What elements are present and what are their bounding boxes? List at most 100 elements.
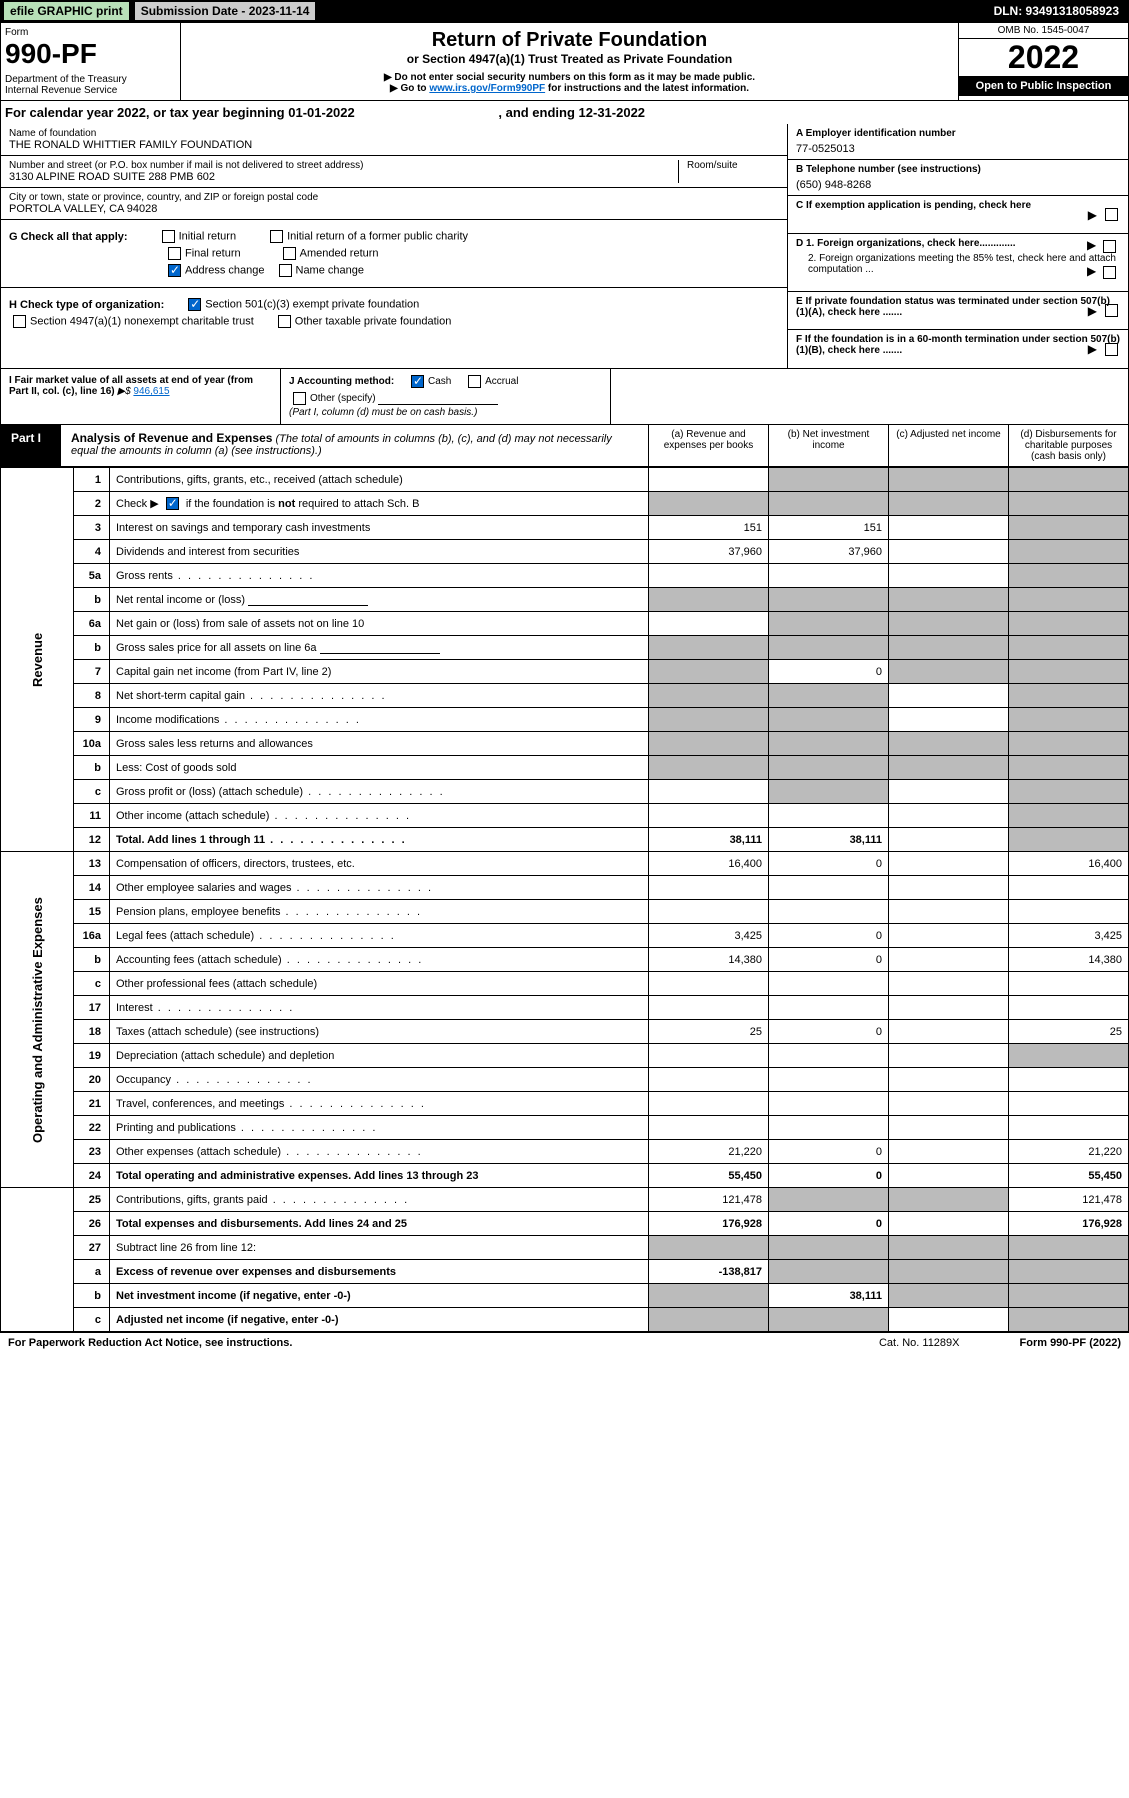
paperwork-notice: For Paperwork Reduction Act Notice, see … [8,1337,292,1349]
status-terminated-checkbox[interactable] [1105,304,1118,317]
line-num: a [74,1260,110,1284]
schedule-b-checkbox[interactable] [166,497,179,510]
line-val-a: 151 [649,516,769,540]
line-desc: Gross sales price for all assets on line… [116,642,317,654]
line-desc: Net gain or (loss) from sale of assets n… [110,612,649,636]
501c3-checkbox[interactable] [188,298,201,311]
foreign-85-checkbox[interactable] [1103,266,1116,279]
line-val-d: 121,478 [1009,1188,1129,1212]
line-num: b [74,588,110,612]
arrow-icon: ▶ [1088,342,1097,356]
line-num: 7 [74,660,110,684]
calyear-mid: , and ending [498,105,578,120]
fmv-value-link[interactable]: 946,615 [133,386,169,397]
arrow-icon: ▶ [1088,304,1097,318]
line-num: b [74,756,110,780]
line-num: 8 [74,684,110,708]
part-1-header: Part I Analysis of Revenue and Expenses … [0,425,1129,467]
exemption-pending-checkbox[interactable] [1105,208,1118,221]
cash-checkbox[interactable] [411,375,424,388]
ein-value: 77-0525013 [796,143,1120,155]
line-val-b: 0 [769,1164,889,1188]
line-num: 4 [74,540,110,564]
line-val-d: 3,425 [1009,924,1129,948]
name-change-checkbox[interactable] [279,264,292,277]
line-val-a: 55,450 [649,1164,769,1188]
line-desc: Legal fees (attach schedule) [110,924,649,948]
line-num: 25 [74,1188,110,1212]
section-d2-label: 2. Foreign organizations meeting the 85%… [808,253,1116,275]
initial-return-label: Initial return [179,230,236,242]
line-val-b: 38,111 [769,1284,889,1308]
other-method-label: Other (specify) [310,393,376,404]
line-desc: Less: Cost of goods sold [116,762,236,774]
initial-return-checkbox[interactable] [162,230,175,243]
line-num: 23 [74,1140,110,1164]
address-label: Number and street (or P.O. box number if… [9,160,670,171]
col-b-header: (b) Net investment income [768,425,888,466]
foundation-name-label: Name of foundation [9,128,779,139]
open-public-badge: Open to Public Inspection [959,76,1128,96]
col-a-header: (a) Revenue and expenses per books [648,425,768,466]
line-val-d: 16,400 [1009,852,1129,876]
dept-treasury: Department of the Treasury [5,74,176,85]
address-value: 3130 ALPINE ROAD SUITE 288 PMB 602 [9,171,670,183]
top-bar: efile GRAPHIC print Submission Date - 20… [0,0,1129,22]
city-label: City or town, state or province, country… [9,192,779,203]
line-desc: Printing and publications [110,1116,649,1140]
accrual-label: Accrual [485,376,518,387]
line-val-d: 14,380 [1009,948,1129,972]
line-num: 11 [74,804,110,828]
amended-return-checkbox[interactable] [283,247,296,260]
foreign-org-checkbox[interactable] [1103,240,1116,253]
line-desc: Gross profit or (loss) (attach schedule) [110,780,649,804]
line-desc: Interest on savings and temporary cash i… [110,516,649,540]
line2-post: if the foundation is not required to att… [183,498,420,510]
efile-badge[interactable]: efile GRAPHIC print [4,2,129,20]
final-return-checkbox[interactable] [168,247,181,260]
4947-checkbox[interactable] [13,315,26,328]
60month-checkbox[interactable] [1105,343,1118,356]
line-num: 15 [74,900,110,924]
section-f-label: F If the foundation is in a 60-month ter… [796,334,1120,356]
line-num: 10a [74,732,110,756]
line-desc: Dividends and interest from securities [110,540,649,564]
line-desc: Depreciation (attach schedule) and deple… [110,1044,649,1068]
line-val-b: 0 [769,924,889,948]
line-desc: Taxes (attach schedule) (see instruction… [110,1020,649,1044]
j-note: (Part I, column (d) must be on cash basi… [289,407,602,418]
line-val-b: 0 [769,1140,889,1164]
initial-former-label: Initial return of a former public charit… [287,230,468,242]
line-desc: Total. Add lines 1 through 11 [110,828,649,852]
address-change-label: Address change [185,264,265,276]
line-desc: Excess of revenue over expenses and disb… [110,1260,649,1284]
other-method-checkbox[interactable] [293,392,306,405]
line-num: 27 [74,1236,110,1260]
line-desc: Compensation of officers, directors, tru… [110,852,649,876]
room-label: Room/suite [687,160,779,171]
form-no-footer: Form 990-PF (2022) [1020,1337,1122,1349]
line-num: 22 [74,1116,110,1140]
amended-return-label: Amended return [300,247,379,259]
line-num: 26 [74,1212,110,1236]
line-desc: Total operating and administrative expen… [116,1170,478,1182]
section-e-label: E If private foundation status was termi… [796,296,1110,318]
submission-date: Submission Date - 2023-11-14 [135,2,316,20]
line-val-a: 14,380 [649,948,769,972]
other-taxable-label: Other taxable private foundation [295,315,452,327]
section-c-label: C If exemption application is pending, c… [796,200,1031,211]
line-desc: Net investment income (if negative, ente… [110,1284,649,1308]
line-desc: Other employee salaries and wages [110,876,649,900]
note-link: ▶ Go to www.irs.gov/Form990PF for instru… [187,83,952,94]
address-change-checkbox[interactable] [168,264,181,277]
line-desc: Travel, conferences, and meetings [110,1092,649,1116]
other-taxable-checkbox[interactable] [278,315,291,328]
initial-former-checkbox[interactable] [270,230,283,243]
section-j-label: J Accounting method: [289,376,394,387]
form990pf-link[interactable]: www.irs.gov/Form990PF [429,83,545,94]
accrual-checkbox[interactable] [468,375,481,388]
cat-no: Cat. No. 11289X [879,1337,960,1349]
line2-pre: Check ▶ [116,498,162,510]
line-val-d: 55,450 [1009,1164,1129,1188]
calyear-end: 12-31-2022 [579,105,646,120]
